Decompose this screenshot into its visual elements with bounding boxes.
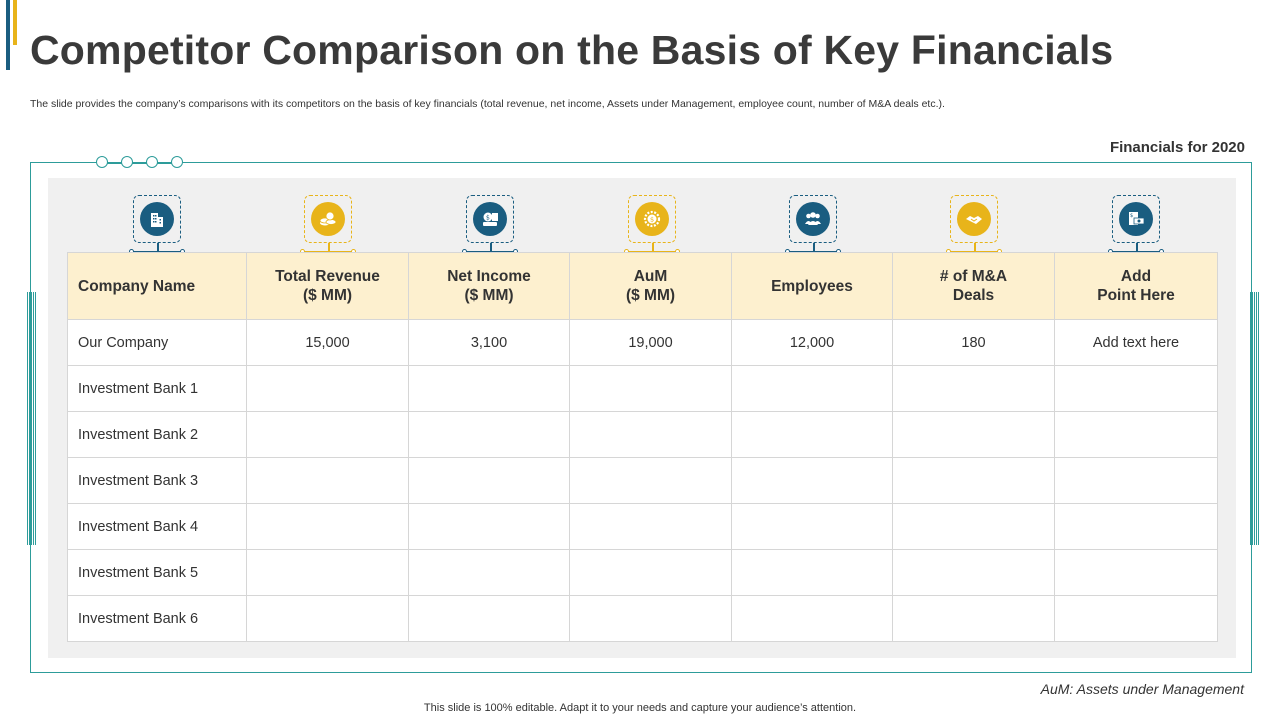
coins-icon [304,195,352,252]
employees-cell [731,549,893,596]
employees-cell [731,365,893,412]
company-name-cell: Investment Bank 2 [67,411,247,458]
employees-cell [731,503,893,550]
table-row: Investment Bank 1 [67,365,1218,412]
add-point-cell [1054,549,1218,596]
net-income-cell [408,549,570,596]
ma-deals-cell: 180 [892,319,1055,366]
total-revenue-cell [246,549,409,596]
svg-text:$: $ [650,216,654,224]
aum-cell [569,457,732,504]
add-point-cell [1054,503,1218,550]
net-income-cell [408,595,570,642]
company-name-cell: Investment Bank 4 [67,503,247,550]
content-frame [30,162,1252,673]
company-name-cell: Investment Bank 5 [67,549,247,596]
add-point-cell [1054,411,1218,458]
aum-cell: 19,000 [569,319,732,366]
table-row: Our Company 15,000 3,100 19,000 12,000 1… [67,319,1218,366]
cash-register-icon: $ [1112,195,1160,252]
table-row: Investment Bank 2 [67,411,1218,458]
decorative-stripes-left [27,292,36,545]
aum-cell [569,411,732,458]
aum-cell [569,595,732,642]
ma-deals-cell [892,503,1055,550]
net-income-cell [408,365,570,412]
total-revenue-cell [246,457,409,504]
aum-cell [569,365,732,412]
header-net-income: Net Income ($ MM) [408,252,570,320]
accent-bar-gold [13,0,17,45]
employees-cell: 12,000 [731,319,893,366]
svg-text:$: $ [486,215,490,222]
add-point-cell [1054,365,1218,412]
ma-deals-cell [892,457,1055,504]
money-hand-icon: $ [466,195,514,252]
add-point-cell: Add text here [1054,319,1218,366]
total-revenue-cell: 15,000 [246,319,409,366]
header-company-name: Company Name [67,252,247,320]
table-row: Investment Bank 3 [67,457,1218,504]
ma-deals-cell [892,549,1055,596]
financials-table: Company Name Total Revenue ($ MM) Net Inc… [67,252,1218,642]
company-name-cell: Investment Bank 6 [67,595,247,642]
header-add-point: Add Point Here [1054,252,1218,320]
employees-cell [731,595,893,642]
company-name-cell: Investment Bank 1 [67,365,247,412]
table-row: Investment Bank 4 [67,503,1218,550]
net-income-cell [408,503,570,550]
employees-cell [731,457,893,504]
net-income-cell [408,457,570,504]
net-income-cell: 3,100 [408,319,570,366]
building-icon [133,195,181,252]
decorative-dots [96,156,188,170]
footer-note: This slide is 100% editable. Adapt it to… [423,702,857,714]
ma-deals-cell [892,595,1055,642]
gear-dollar-icon: $ [628,195,676,252]
table-row: Investment Bank 6 [67,595,1218,642]
total-revenue-cell [246,503,409,550]
decorative-stripes-right [1250,292,1259,545]
handshake-icon [950,195,998,252]
ma-deals-cell [892,411,1055,458]
total-revenue-cell [246,411,409,458]
financials-label: Financials for 2020 [1109,139,1245,156]
accent-bar-blue [6,0,10,70]
aum-cell [569,503,732,550]
people-icon [789,195,837,252]
svg-text:$: $ [1130,213,1133,219]
total-revenue-cell [246,595,409,642]
header-ma-deals: # of M&A Deals [892,252,1055,320]
header-employees: Employees [731,252,893,320]
net-income-cell [408,411,570,458]
ma-deals-cell [892,365,1055,412]
employees-cell [731,411,893,458]
header-total-revenue: Total Revenue ($ MM) [246,252,409,320]
add-point-cell [1054,457,1218,504]
aum-cell [569,549,732,596]
header-aum: AuM ($ MM) [569,252,732,320]
total-revenue-cell [246,365,409,412]
table-header-row: Company Name Total Revenue ($ MM) Net Inc… [67,252,1218,320]
table-row: Investment Bank 5 [67,549,1218,596]
company-name-cell: Our Company [67,319,247,366]
aum-footnote: AuM: Assets under Management [1040,681,1244,697]
page-subtitle: The slide provides the company’s compari… [30,98,945,110]
company-name-cell: Investment Bank 3 [67,457,247,504]
add-point-cell [1054,595,1218,642]
page-title: Competitor Comparison on the Basis of Ke… [30,27,1114,73]
